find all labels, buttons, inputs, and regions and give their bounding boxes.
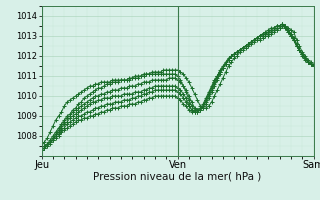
X-axis label: Pression niveau de la mer( hPa ): Pression niveau de la mer( hPa ) (93, 172, 262, 182)
